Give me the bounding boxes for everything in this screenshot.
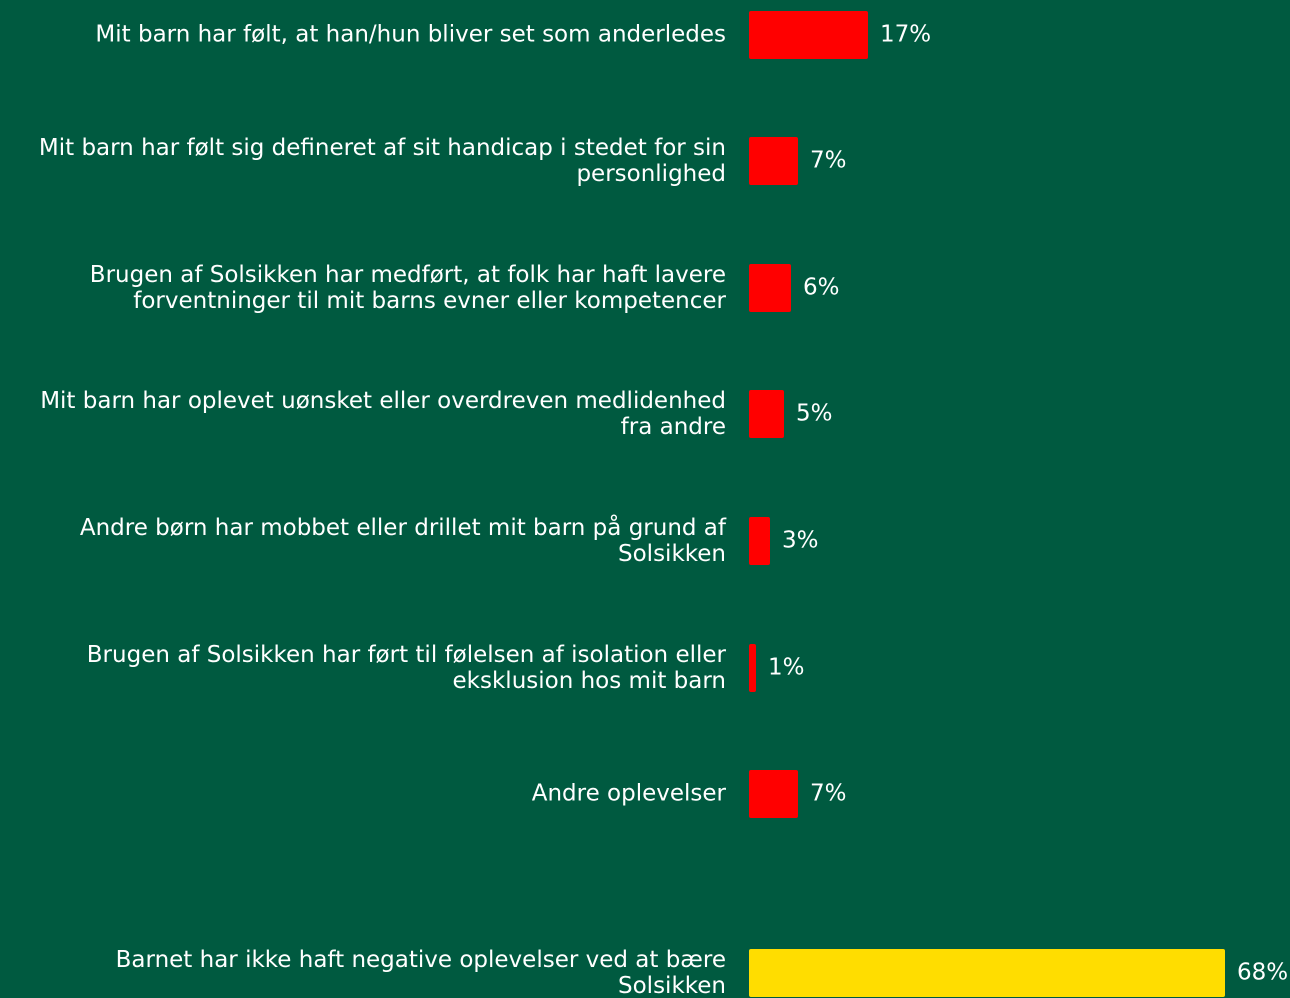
bar	[749, 949, 1225, 997]
category-label: Mit barn har følt sig defineret af sit h…	[39, 135, 726, 187]
bar	[749, 770, 798, 818]
value-label: 3%	[782, 528, 819, 554]
bar	[749, 517, 770, 565]
bar	[749, 11, 868, 59]
category-label: Mit barn har følt, at han/hun bliver set…	[95, 22, 726, 48]
value-label: 5%	[796, 401, 833, 427]
value-label: 7%	[810, 148, 847, 174]
category-label: Andre oplevelser	[532, 781, 727, 807]
value-label: 68%	[1237, 960, 1288, 986]
category-label: Barnet har ikke haft negative oplevelser…	[116, 947, 726, 998]
value-label: 7%	[810, 781, 847, 807]
value-label: 17%	[880, 22, 931, 48]
category-label: Brugen af Solsikken har ført til følelse…	[87, 642, 727, 694]
category-label: Andre børn har mobbet eller drillet mit …	[80, 513, 727, 567]
value-label: 6%	[803, 275, 840, 301]
bar	[749, 264, 791, 312]
bar	[749, 644, 756, 692]
bar	[749, 137, 798, 185]
value-label: 1%	[768, 655, 805, 681]
category-label: Brugen af Solsikken har medført, at folk…	[90, 262, 727, 314]
category-label: Mit barn har oplevet uønsket eller overd…	[40, 388, 726, 440]
bar	[749, 390, 784, 438]
